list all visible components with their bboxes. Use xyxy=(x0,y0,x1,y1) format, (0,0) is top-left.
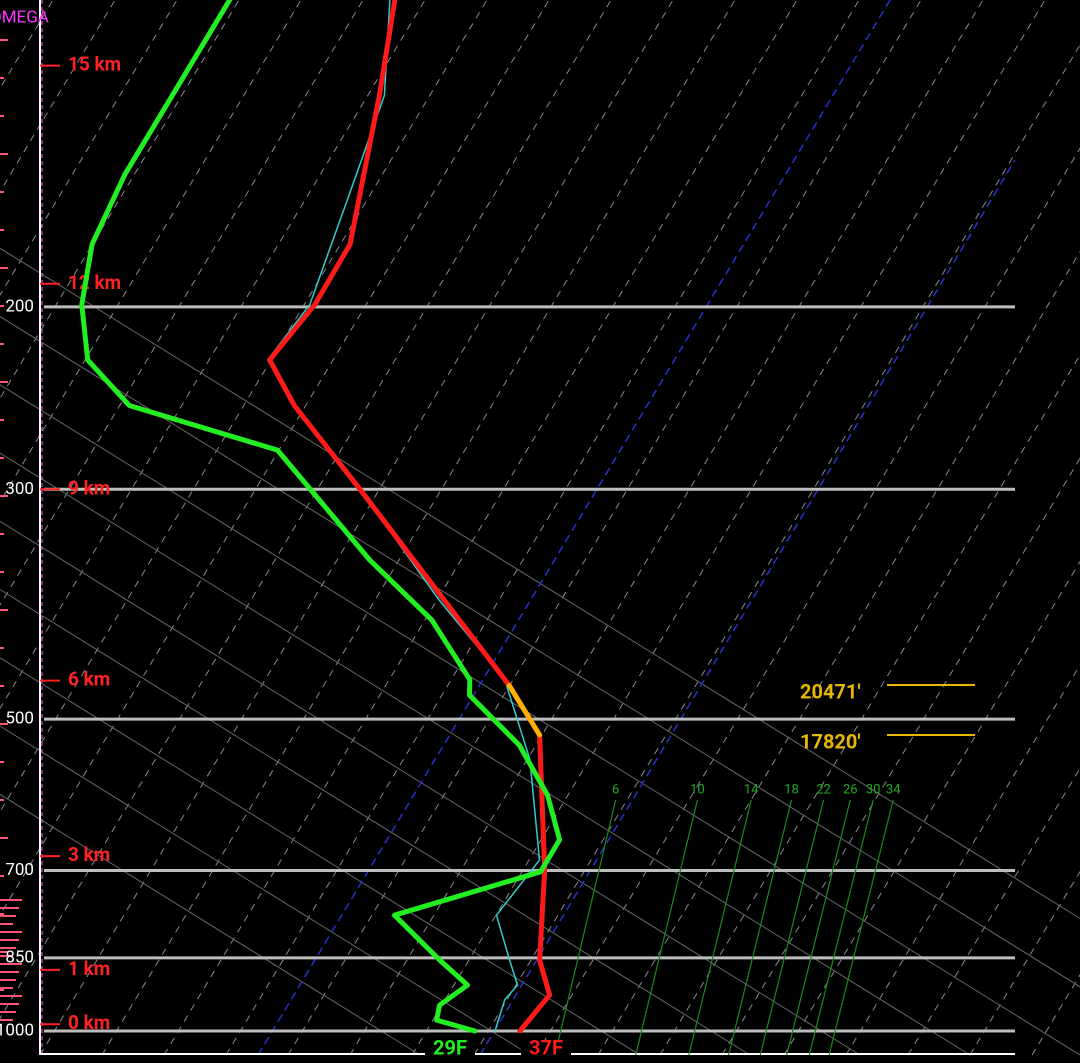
pressure-label: 300 xyxy=(5,479,34,499)
mixing-ratio-line xyxy=(786,799,851,1056)
pressure-label: 700 xyxy=(5,860,34,880)
isotherm xyxy=(473,44,1080,1056)
isotherm xyxy=(969,870,1080,1056)
isotherm xyxy=(0,0,116,193)
profile-line xyxy=(506,683,543,738)
profile-line xyxy=(267,0,553,1034)
mixing-ratio-label: 10 xyxy=(690,782,705,797)
surface-label: 29F xyxy=(433,1035,467,1059)
pressure-label: 850 xyxy=(5,947,34,967)
isotherm xyxy=(1031,974,1080,1056)
level-label: 17820' xyxy=(800,729,861,753)
adiabat xyxy=(0,725,531,1056)
isotherm xyxy=(225,0,860,1056)
surface-label-box xyxy=(425,1040,475,1062)
height-label: 9 km xyxy=(68,476,110,499)
reference-line xyxy=(257,0,891,1056)
isotherm xyxy=(783,560,1080,1056)
pressure-label: 500 xyxy=(5,709,34,729)
mixing-ratio-line xyxy=(828,799,894,1056)
mixing-ratio-label: 6 xyxy=(612,782,619,797)
mixing-ratio-line xyxy=(808,799,874,1056)
isotherm xyxy=(0,0,364,606)
isotherm xyxy=(721,457,1080,1056)
isotherm xyxy=(0,0,612,1020)
mixing-ratio-label: 34 xyxy=(886,782,901,797)
surface-label-box xyxy=(521,1040,571,1062)
isotherm xyxy=(39,0,674,1056)
mixing-ratio-line xyxy=(688,799,752,1056)
isotherm xyxy=(0,0,426,710)
isotherm xyxy=(0,0,550,916)
mixing-ratio-label: 14 xyxy=(744,782,759,797)
isotherm xyxy=(349,0,984,1056)
mixing-ratio-line xyxy=(635,799,698,1056)
isotherm xyxy=(597,250,1080,1056)
isotherm xyxy=(535,147,1080,1056)
mixing-ratio-line xyxy=(759,799,825,1056)
pressure-label: 1000 xyxy=(0,1020,34,1040)
level-label: 20471' xyxy=(800,679,861,703)
isotherm xyxy=(0,0,54,90)
adiabat xyxy=(0,657,641,1056)
mixing-ratio-line xyxy=(727,799,793,1056)
mixing-ratio-label: 26 xyxy=(843,782,858,797)
mixing-ratio-label: 22 xyxy=(816,782,831,797)
height-label: 0 km xyxy=(68,1011,110,1034)
surface-label: 37F xyxy=(529,1035,563,1059)
isotherm xyxy=(0,0,178,296)
isotherm xyxy=(101,0,736,1056)
height-label: 1 km xyxy=(68,957,110,980)
isotherm xyxy=(163,0,798,1056)
isotherm xyxy=(0,0,488,813)
adiabat xyxy=(0,588,751,1056)
isotherm xyxy=(659,354,1080,1056)
mixing-ratio-label: 30 xyxy=(866,782,881,797)
height-label: 15 km xyxy=(68,53,121,76)
height-label: 3 km xyxy=(68,843,110,866)
profile-line xyxy=(266,0,541,1032)
height-label: 12 km xyxy=(68,271,121,294)
mixing-ratio-line xyxy=(554,799,617,1056)
adiabat xyxy=(0,520,861,1056)
pressure-label: 200 xyxy=(5,296,34,316)
mixing-ratio-label: 18 xyxy=(784,782,799,797)
height-label: 6 km xyxy=(68,668,110,691)
isotherm xyxy=(0,0,302,503)
isotherm xyxy=(287,0,922,1056)
isotherm xyxy=(907,767,1080,1056)
adiabat xyxy=(0,452,971,1056)
omega-label: OMEGA xyxy=(0,7,49,27)
profile-line xyxy=(79,0,563,1034)
reference-line xyxy=(479,159,1016,1056)
isotherm xyxy=(411,0,1046,1056)
adiabat xyxy=(0,793,421,1056)
